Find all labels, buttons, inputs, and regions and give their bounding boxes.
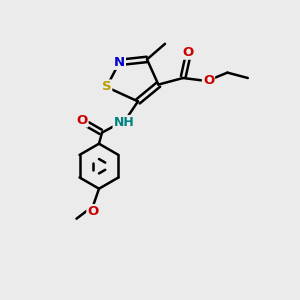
Text: O: O [203, 74, 214, 87]
Text: N: N [114, 56, 125, 69]
Text: O: O [76, 113, 88, 127]
Text: O: O [182, 46, 193, 59]
Text: NH: NH [113, 116, 134, 129]
Text: S: S [102, 80, 111, 94]
Text: O: O [87, 205, 99, 218]
